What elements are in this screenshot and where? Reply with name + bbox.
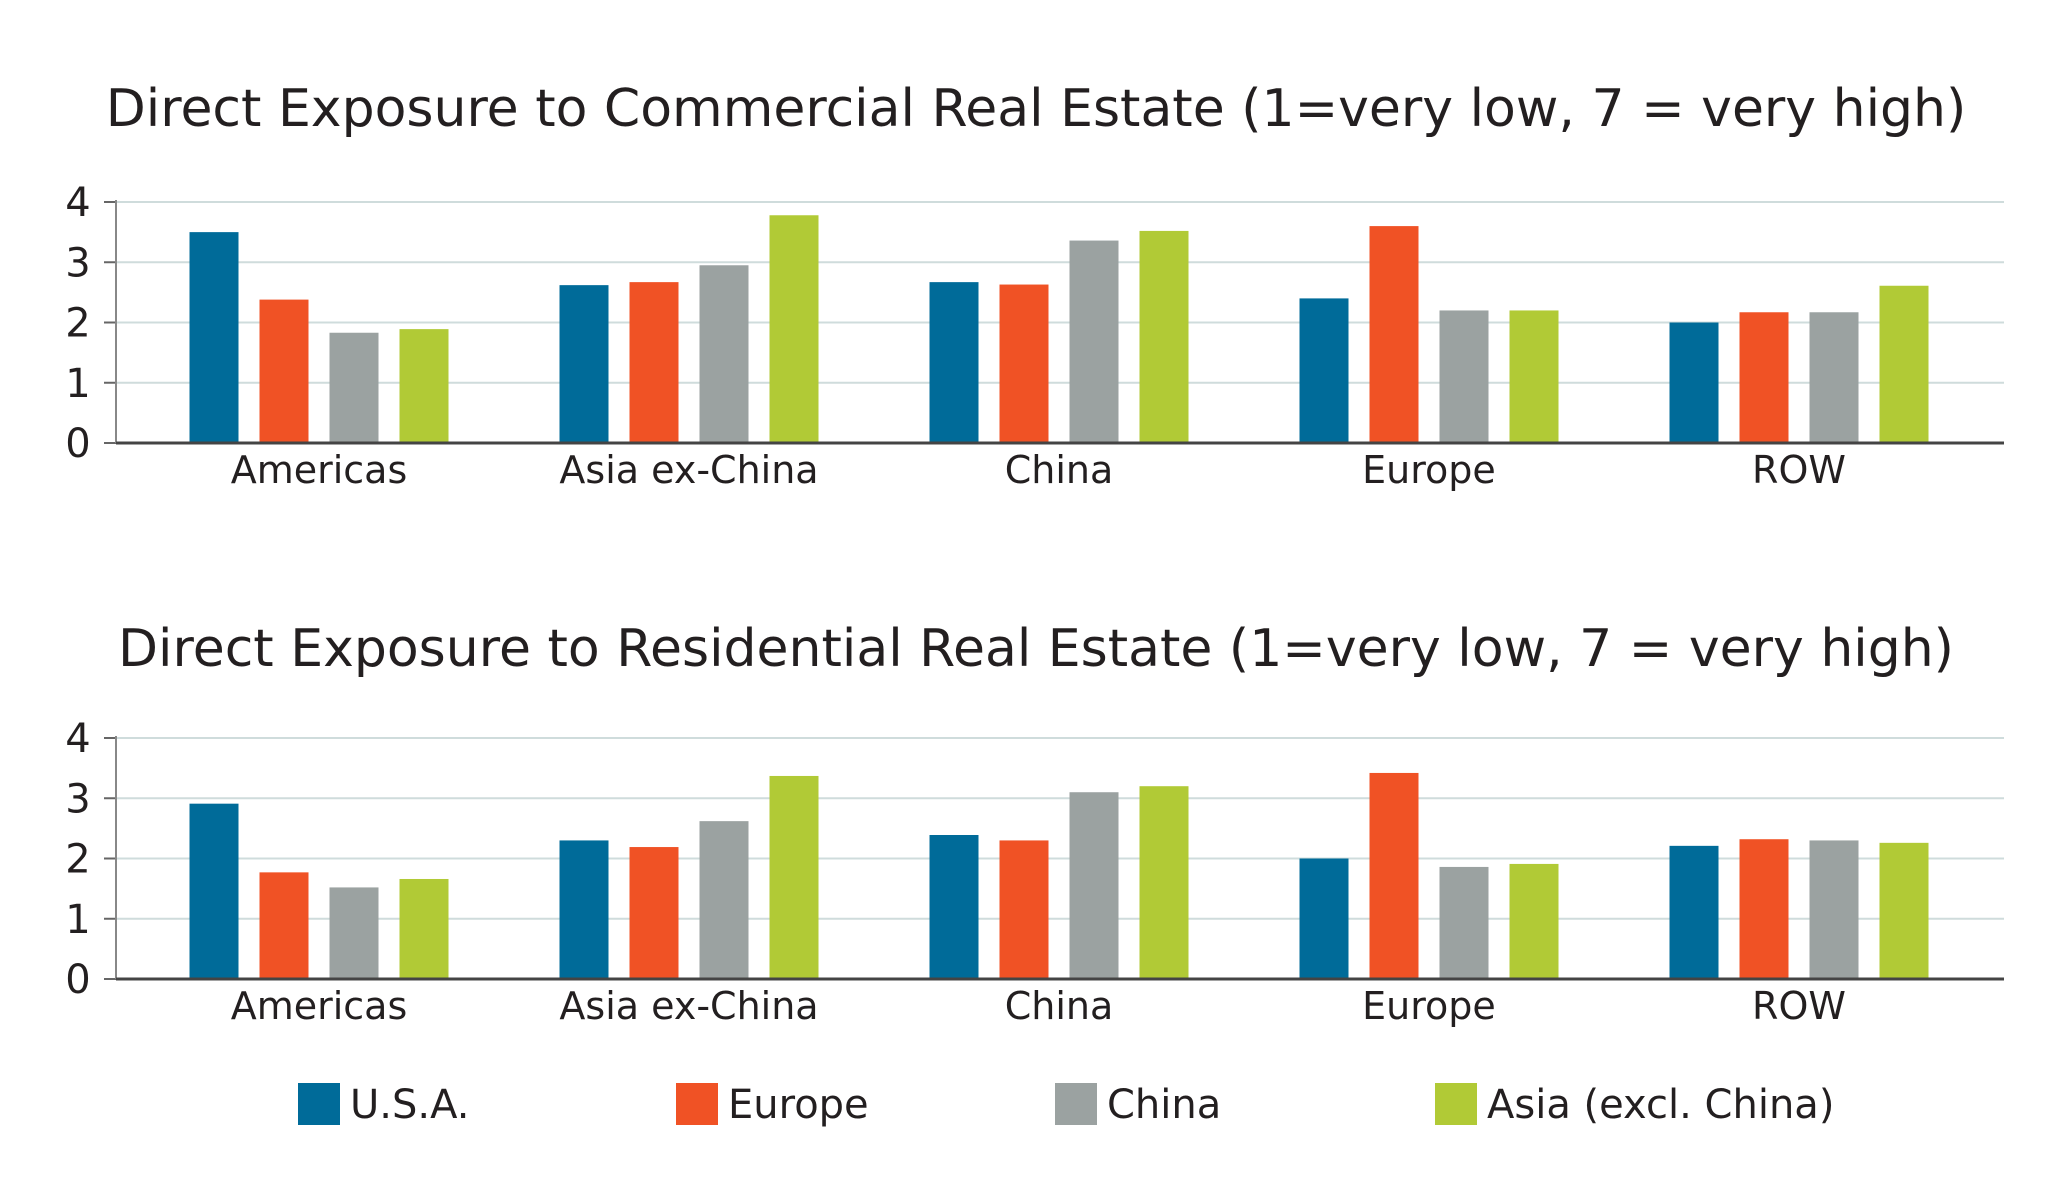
legend-swatch [676,1083,718,1125]
bar-europe-asia-excl-china- [1509,863,1559,979]
bar-china-asia-excl-china- [1139,786,1189,979]
legend-label: China [1107,1082,1221,1128]
x-category-label: ROW [1752,984,1846,1028]
bar-asia-ex-china-china [699,821,749,979]
legend-swatch [1055,1083,1097,1125]
y-tick-label: 0 [65,421,90,467]
bar-china-u-s-a- [929,282,979,443]
bar-americas-u-s-a- [189,232,239,443]
bar-europe-asia-excl-china- [1509,310,1559,443]
x-category-label: Asia ex-China [559,984,818,1028]
bar-asia-ex-china-china [699,265,749,443]
bar-europe-u-s-a- [1299,298,1349,443]
bar-row-asia-excl-china- [1879,285,1929,443]
bar-china-u-s-a- [929,835,979,979]
x-category-label: Americas [231,984,408,1028]
bar-row-u-s-a- [1669,322,1719,443]
bar-china-china [1069,240,1119,443]
y-tick-label: 3 [65,240,90,286]
bar-row-europe [1739,839,1789,979]
bar-americas-europe [259,299,309,443]
bar-americas-europe [259,872,309,979]
chart-title-commercial: Direct Exposure to Commercial Real Estat… [106,79,1967,139]
bar-china-europe [999,840,1049,979]
bar-asia-ex-china-u-s-a- [559,840,609,979]
bar-row-europe [1739,312,1789,443]
bar-americas-asia-excl-china- [399,878,449,979]
legend-item: China [1055,1082,1221,1128]
x-category-label: China [1005,984,1114,1028]
legend: U.S.A. Europe China Asia (excl. China) [298,1082,1834,1128]
y-tick-label: 0 [65,957,90,1003]
x-category-label: ROW [1752,448,1846,492]
bar-asia-ex-china-europe [629,282,679,443]
legend-swatch [298,1083,340,1125]
x-category-label: Europe [1362,448,1496,492]
bar-asia-ex-china-europe [629,847,679,979]
y-tick-label: 3 [65,776,90,822]
bar-china-china [1069,792,1119,979]
bar-asia-ex-china-u-s-a- [559,285,609,443]
chart-title-residential: Direct Exposure to Residential Real Esta… [118,619,1954,679]
bar-americas-asia-excl-china- [399,329,449,443]
legend-label: U.S.A. [350,1082,469,1128]
legend-label: Asia (excl. China) [1487,1082,1834,1128]
bar-asia-ex-china-asia-excl-china- [769,775,819,979]
chart-panel-2: 0 1 2 3 4 Americas Asia ex-China China Europe ROW [65,716,2004,1028]
bar-row-u-s-a- [1669,845,1719,979]
bar-americas-china [329,887,379,979]
x-category-label: Europe [1362,984,1496,1028]
bar-row-asia-excl-china- [1879,842,1929,979]
y-tick-label: 2 [65,837,90,883]
legend-label: Europe [728,1082,869,1128]
bar-china-asia-excl-china- [1139,230,1189,443]
bar-europe-europe [1369,772,1419,979]
bar-row-china [1809,840,1859,979]
legend-item: Europe [676,1082,869,1128]
bar-europe-u-s-a- [1299,858,1349,979]
bar-americas-u-s-a- [189,803,239,979]
legend-swatch [1435,1083,1477,1125]
bar-europe-europe [1369,226,1419,443]
bar-china-europe [999,284,1049,443]
legend-item: Asia (excl. China) [1435,1082,1834,1128]
legend-item: U.S.A. [298,1082,469,1128]
bar-europe-china [1439,866,1489,979]
x-category-label: China [1005,448,1114,492]
y-tick-label: 4 [65,716,90,762]
x-category-label: Americas [231,448,408,492]
bar-americas-china [329,332,379,443]
y-tick-label: 1 [65,361,90,407]
bar-asia-ex-china-asia-excl-china- [769,215,819,443]
y-tick-label: 4 [65,180,90,226]
chart-panel-1: 0 1 2 3 4 Americas Asia ex-China China Europe ROW [65,180,2004,492]
bar-row-china [1809,312,1859,443]
x-category-label: Asia ex-China [559,448,818,492]
y-tick-label: 2 [65,301,90,347]
bar-europe-china [1439,310,1489,443]
y-tick-label: 1 [65,897,90,943]
